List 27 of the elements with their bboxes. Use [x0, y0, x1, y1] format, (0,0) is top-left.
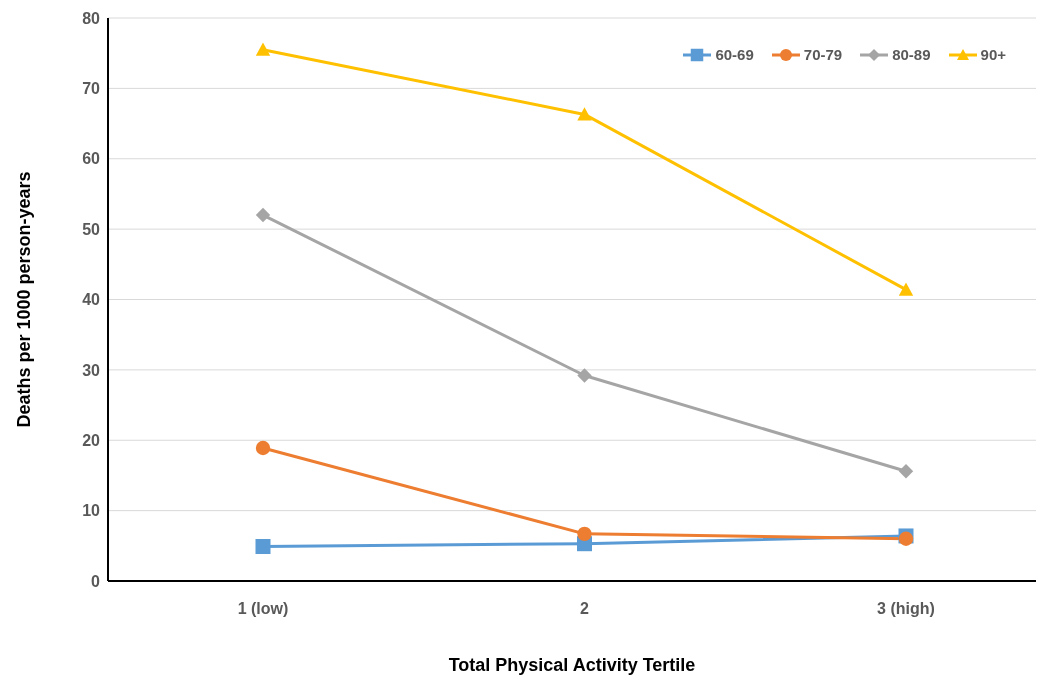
y-tick-label: 0 — [91, 572, 101, 590]
point — [255, 207, 271, 223]
legend-label: 70-79 — [802, 46, 843, 63]
x-axis-title: Total Physical Activity Tertile — [448, 655, 696, 675]
point — [577, 368, 592, 383]
y-tick-label: 30 — [82, 361, 101, 379]
point — [255, 42, 271, 56]
y-tick-label: 20 — [82, 431, 101, 449]
y-tick-label: 10 — [82, 502, 101, 520]
x-tick-label: 1 (low) — [237, 600, 289, 618]
y-axis-title: Deaths per 1000 person-years — [14, 171, 35, 428]
y-tick-label: 80 — [82, 9, 101, 27]
y-tick-label: 70 — [82, 80, 101, 98]
point — [577, 526, 592, 542]
y-tick-label: 60 — [82, 150, 101, 168]
x-tick-label: 3 (high) — [877, 600, 935, 618]
point — [898, 464, 914, 479]
legend-label: 90+ — [979, 46, 1006, 63]
point — [577, 107, 592, 121]
point — [255, 440, 271, 456]
y-tick-label: 40 — [82, 291, 101, 309]
point — [898, 282, 914, 296]
legend-label: 60-69 — [714, 46, 754, 63]
x-tick-label: 2 — [580, 600, 590, 618]
y-tick-label: 50 — [82, 220, 101, 238]
point — [255, 539, 271, 555]
legend-label: 80-89 — [891, 46, 931, 63]
